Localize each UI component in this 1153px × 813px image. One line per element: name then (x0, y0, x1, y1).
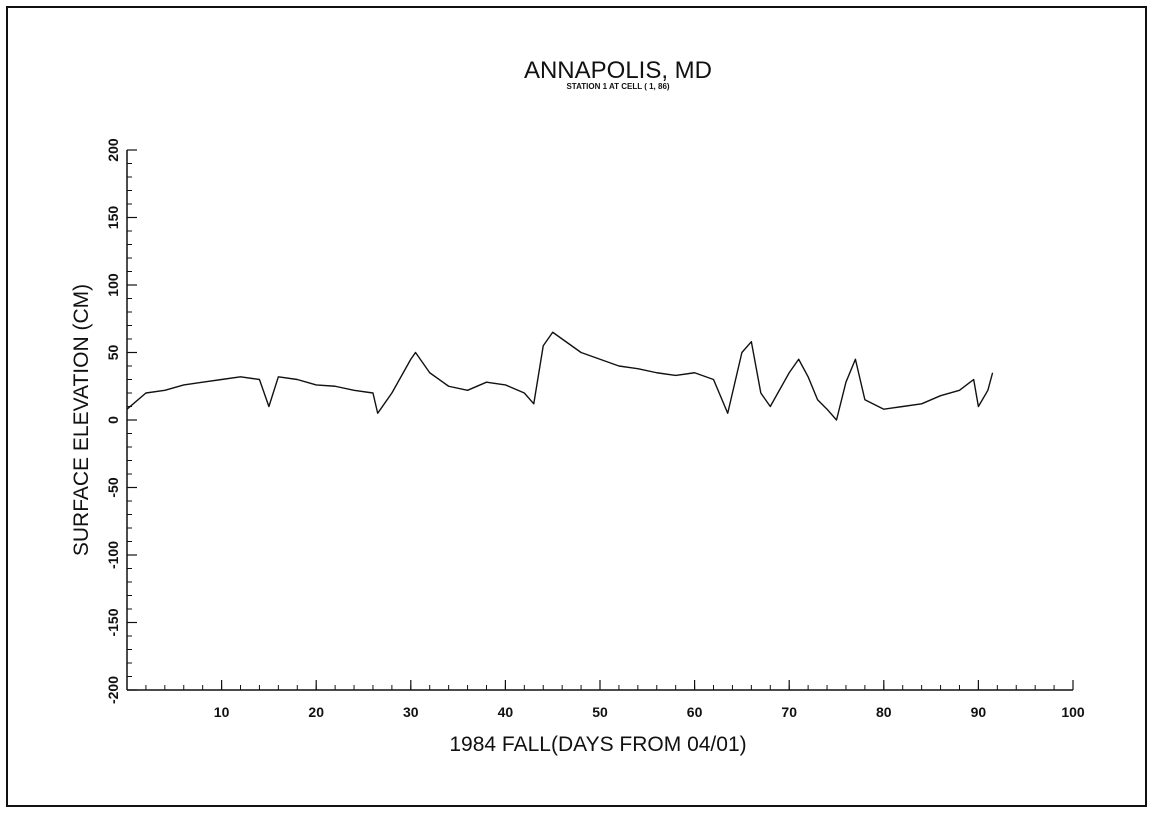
y-tick-label: 0 (105, 416, 121, 424)
y-tick-label: -150 (105, 608, 121, 636)
y-tick-label: 200 (105, 138, 121, 162)
chart-title: ANNAPOLIS, MD (524, 57, 712, 84)
x-tick-label: 90 (971, 704, 987, 720)
y-tick-label: 100 (105, 273, 121, 297)
plot-frame (6, 6, 1147, 807)
y-tick-label: -100 (105, 541, 121, 569)
x-tick-label: 80 (876, 704, 892, 720)
x-tick-label: 30 (403, 704, 419, 720)
y-tick-label: -200 (105, 676, 121, 704)
y-tick-label: 150 (105, 206, 121, 230)
data-series (126, 331, 994, 421)
series-line (126, 331, 994, 421)
x-tick-label: 50 (592, 704, 608, 720)
x-tick-label: 70 (781, 704, 797, 720)
x-tick-label: 60 (687, 704, 703, 720)
y-axis-label: SURFACE ELEVATION (CM) (70, 284, 93, 556)
x-tick-label: 20 (308, 704, 324, 720)
x-tick-label: 10 (214, 704, 230, 720)
x-tick-label: 40 (498, 704, 514, 720)
x-axis-label: 1984 FALL(DAYS FROM 04/01) (449, 733, 746, 756)
ticks: 10 20 30 40 50 60 70 80 90 100 -200 -150 -100 -50 0 50 1… (105, 138, 1085, 720)
axes (126, 150, 1073, 691)
x-tick-label: 100 (1061, 704, 1085, 720)
y-tick-label: -50 (105, 477, 121, 497)
chart-subtitle: STATION 1 AT CELL ( 1, 86) (566, 82, 669, 91)
y-tick-label: 50 (105, 345, 121, 361)
